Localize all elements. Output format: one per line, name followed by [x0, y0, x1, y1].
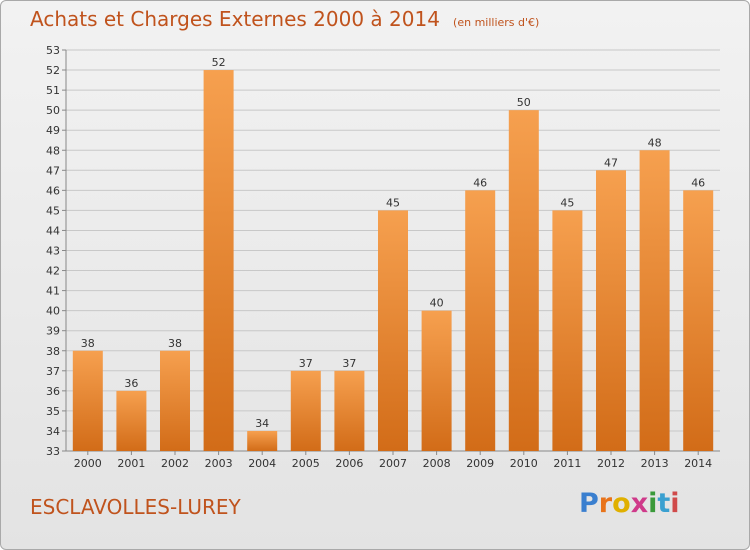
data-label: 36	[124, 377, 138, 390]
x-tick-label: 2013	[641, 457, 669, 470]
data-label: 47	[604, 156, 618, 169]
logo-letter: o	[612, 488, 631, 519]
y-tick-label: 51	[46, 84, 60, 97]
logo-letter: x	[630, 488, 649, 519]
data-label: 50	[517, 96, 531, 109]
data-label: 34	[255, 417, 269, 430]
y-tick-label: 50	[46, 104, 60, 117]
data-label: 45	[560, 196, 574, 209]
y-tick-label: 46	[46, 184, 60, 197]
bar	[596, 170, 626, 452]
data-label: 40	[430, 297, 444, 310]
x-tick-label: 2009	[466, 457, 494, 470]
title-row: Achats et Charges Externes 2000 à 2014 (…	[30, 7, 539, 31]
data-label: 38	[81, 337, 95, 350]
proxiti-logo[interactable]: Proxiti	[579, 488, 680, 519]
y-tick-label: 38	[46, 345, 60, 358]
bar	[290, 370, 321, 451]
data-label: 38	[168, 337, 182, 350]
bar	[72, 350, 103, 451]
x-tick-label: 2010	[510, 457, 538, 470]
y-tick-label: 39	[46, 325, 60, 338]
y-tick-label: 37	[46, 365, 60, 378]
y-tick-label: 34	[46, 425, 60, 438]
x-tick-label: 2012	[597, 457, 625, 470]
y-tick-label: 48	[46, 144, 60, 157]
bar	[334, 370, 365, 451]
y-tick-label: 44	[46, 224, 60, 237]
y-tick-label: 45	[46, 204, 60, 217]
bar	[160, 350, 190, 451]
y-tick-label: 47	[46, 164, 60, 177]
x-tick-label: 2001	[117, 457, 145, 470]
bar	[203, 70, 234, 452]
location-name: ESCLAVOLLES-LUREY	[30, 495, 241, 519]
y-tick-label: 53	[46, 44, 60, 57]
x-tick-label: 2014	[684, 457, 712, 470]
logo-letter: i	[648, 488, 658, 519]
x-tick-label: 2005	[292, 457, 320, 470]
data-label: 46	[691, 176, 705, 189]
bar	[552, 210, 583, 451]
data-label: 46	[473, 176, 487, 189]
y-tick-label: 42	[46, 265, 60, 278]
y-tick-label: 41	[46, 285, 60, 298]
data-label: 52	[212, 56, 226, 69]
y-tick-label: 40	[46, 305, 60, 318]
y-tick-label: 49	[46, 124, 60, 137]
bar	[421, 310, 452, 451]
bar	[116, 390, 147, 451]
logo-letter: P	[579, 488, 599, 519]
data-label: 37	[342, 357, 356, 370]
data-label: 37	[299, 357, 313, 370]
chart-subtitle: (en milliers d'€)	[453, 16, 540, 29]
x-tick-label: 2000	[74, 457, 102, 470]
bar	[378, 210, 408, 451]
logo-letter: r	[598, 488, 613, 519]
logo-letter: i	[670, 488, 680, 519]
x-tick-label: 2006	[335, 457, 363, 470]
x-tick-label: 2008	[423, 457, 451, 470]
y-tick-label: 35	[46, 405, 60, 418]
bar	[247, 430, 278, 451]
x-tick-label: 2011	[553, 457, 581, 470]
bars	[72, 70, 714, 452]
y-tick-label: 52	[46, 64, 60, 77]
x-tick-label: 2007	[379, 457, 407, 470]
bar	[508, 110, 539, 452]
bar	[683, 190, 714, 451]
x-tick-label: 2004	[248, 457, 276, 470]
bar	[465, 190, 496, 451]
x-tick-label: 2002	[161, 457, 189, 470]
data-label: 45	[386, 196, 400, 209]
y-tick-label: 43	[46, 245, 60, 258]
data-label: 48	[648, 136, 662, 149]
logo-letter: t	[657, 488, 671, 519]
labels: 33 34 35 36 37 38 39 40 41 42 43 44 45 46 47 48 49 50 51 52…	[46, 44, 712, 470]
chart-title: Achats et Charges Externes 2000 à 2014	[30, 7, 440, 31]
y-tick-label: 36	[46, 385, 60, 398]
bar	[639, 150, 670, 451]
y-tick-label: 33	[46, 445, 60, 458]
x-tick-label: 2003	[205, 457, 233, 470]
